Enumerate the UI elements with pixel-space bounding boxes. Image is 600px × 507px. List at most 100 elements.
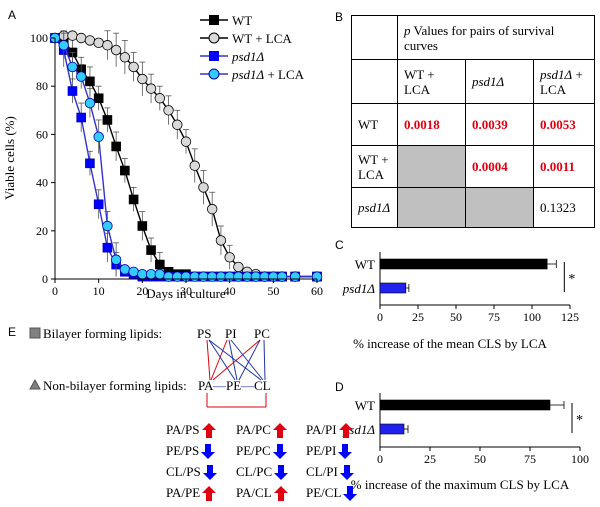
point-psd1-lca <box>276 271 288 282</box>
max-cls-chart: 0 25 50 75 100 WT psd1Δ * % increase of the max… <box>342 393 589 492</box>
p-value-cell: 0.1323 <box>533 187 595 228</box>
point-wt <box>146 245 156 255</box>
x-tick-label: 100 <box>523 310 541 324</box>
ratio-item: PA/CL <box>236 485 288 501</box>
ratio-item: CL/PI <box>306 464 354 480</box>
x-tick-label: 75 <box>488 310 500 324</box>
ratio-label: PE/PI <box>306 443 337 458</box>
y-tick-label: 20 <box>36 224 48 238</box>
x-tick-label: 100 <box>571 452 589 466</box>
arrow-down-icon <box>338 443 353 459</box>
point-psd1-lca <box>75 71 87 82</box>
point-wt-lca <box>206 203 218 215</box>
panel-label-b: B <box>335 10 344 24</box>
arrow-down-icon <box>343 485 358 501</box>
point-psd1-lca <box>137 268 148 280</box>
survival-chart: 0 10 20 30 40 50 60 0 20 40 60 80 100 Days in cultur… <box>2 13 323 301</box>
bar <box>379 423 405 435</box>
square-icon <box>29 327 41 339</box>
legend-psd1: psd1Δ <box>231 49 265 64</box>
legend-psd1-lca: psd1Δ + LCA <box>231 67 305 82</box>
y-tick-label: 40 <box>36 176 48 190</box>
triangle-icon <box>29 378 41 390</box>
legend-marker-psd1-lca <box>208 68 220 80</box>
point-wt-lca <box>102 40 113 51</box>
point-wt-lca <box>180 136 192 147</box>
ratio-label: CL/PS <box>166 464 201 479</box>
x-tick-label: 25 <box>424 452 436 466</box>
x-tick-label: 50 <box>474 452 486 466</box>
p-value-cell: 0.0004 <box>465 145 534 188</box>
point-wt-lca <box>172 119 183 130</box>
arrow-down-icon <box>201 443 216 459</box>
arrow-down-icon <box>339 464 354 480</box>
legend-wt-lca: WT + LCA <box>232 31 292 46</box>
legend-marker-wt-lca <box>208 32 220 44</box>
ratio-item: CL/PS <box>166 464 217 480</box>
lipid-pa: PA <box>198 378 214 393</box>
point-wt <box>93 93 104 104</box>
x-tick-label: 10 <box>93 284 105 298</box>
point-wt-lca <box>128 61 139 73</box>
point-psd1-lca <box>67 61 78 73</box>
x-tick-label: 125 <box>561 310 579 324</box>
x-tick-label: 30 <box>180 284 192 298</box>
mean-cls-chart: 0 25 50 75 100 125 WT psd1Δ * % increase of the … <box>342 252 579 351</box>
category-label: WT <box>355 398 375 413</box>
point-psd1-lca <box>163 271 174 282</box>
y-tick-label: 0 <box>42 272 48 286</box>
point-wt-lca <box>215 235 227 246</box>
ratio-label: CL/PI <box>306 464 338 479</box>
bar <box>379 399 551 411</box>
ratio-label: PE/CL <box>306 485 342 500</box>
ratio-item: PE/PS <box>166 443 216 459</box>
lipid-ps: PS <box>197 326 211 341</box>
y-tick-label: 60 <box>36 127 48 141</box>
x-tick-label: 60 <box>311 284 323 298</box>
category-label: WT <box>355 257 375 272</box>
row-label-psd1: psd1Δ <box>351 187 398 228</box>
point-psd1-lca <box>206 271 218 282</box>
panel-label-a: A <box>8 8 17 22</box>
arrow-down-icon <box>272 443 287 459</box>
point-psd1-lca <box>215 271 227 282</box>
bilayer-label: Bilayer forming lipids: <box>43 326 162 341</box>
lipid-network: Bilayer forming lipids: Non-bilayer form… <box>29 326 271 408</box>
table-empty-cell <box>351 59 398 104</box>
ratio-item: PE/CL <box>306 485 358 501</box>
point-wt-lca <box>84 35 96 46</box>
significance-star: * <box>568 272 575 287</box>
arrow-up-icon <box>202 485 217 501</box>
point-psd1-lca <box>58 40 69 51</box>
point-wt-lca <box>163 105 174 116</box>
ratio-item: PA/PE <box>166 485 217 501</box>
point-psd1-lca <box>102 220 113 232</box>
legend-marker-wt <box>209 15 219 25</box>
legend: WT WT + LCA psd1Δ psd1Δ + LCA <box>200 13 305 82</box>
ratio-item: PE/PI <box>306 443 353 459</box>
point-psd1-lca <box>198 271 209 282</box>
point-wt <box>102 115 113 125</box>
x-tick-label: 0 <box>377 452 383 466</box>
category-label: psd1Δ <box>342 281 376 296</box>
p-value-cell: 0.0039 <box>465 103 534 146</box>
connector-dash: — <box>212 378 227 393</box>
arrow-up-icon <box>201 422 216 438</box>
p-value-table: p Values for pairs of survival curves WT… <box>351 15 595 228</box>
x-axis-label: % increase of the mean CLS by LCA <box>353 336 547 351</box>
point-psd1-lca <box>84 97 96 109</box>
gray-cell <box>465 187 534 228</box>
ratio-label: PA/CL <box>236 485 272 500</box>
panel-label-d: D <box>335 380 344 394</box>
ratio-label: PA/PE <box>166 485 201 500</box>
point-wt <box>111 141 121 152</box>
gray-cell <box>397 145 466 188</box>
panel-label-c: C <box>335 238 344 252</box>
point-wt-lca <box>224 252 235 263</box>
arrow-down-icon <box>274 464 289 480</box>
point-wt-lca <box>93 37 104 49</box>
point-psd1-lca <box>145 268 157 280</box>
arrow-up-icon <box>272 422 287 438</box>
point-psd1-lca <box>128 266 139 277</box>
table-corner <box>351 15 398 60</box>
